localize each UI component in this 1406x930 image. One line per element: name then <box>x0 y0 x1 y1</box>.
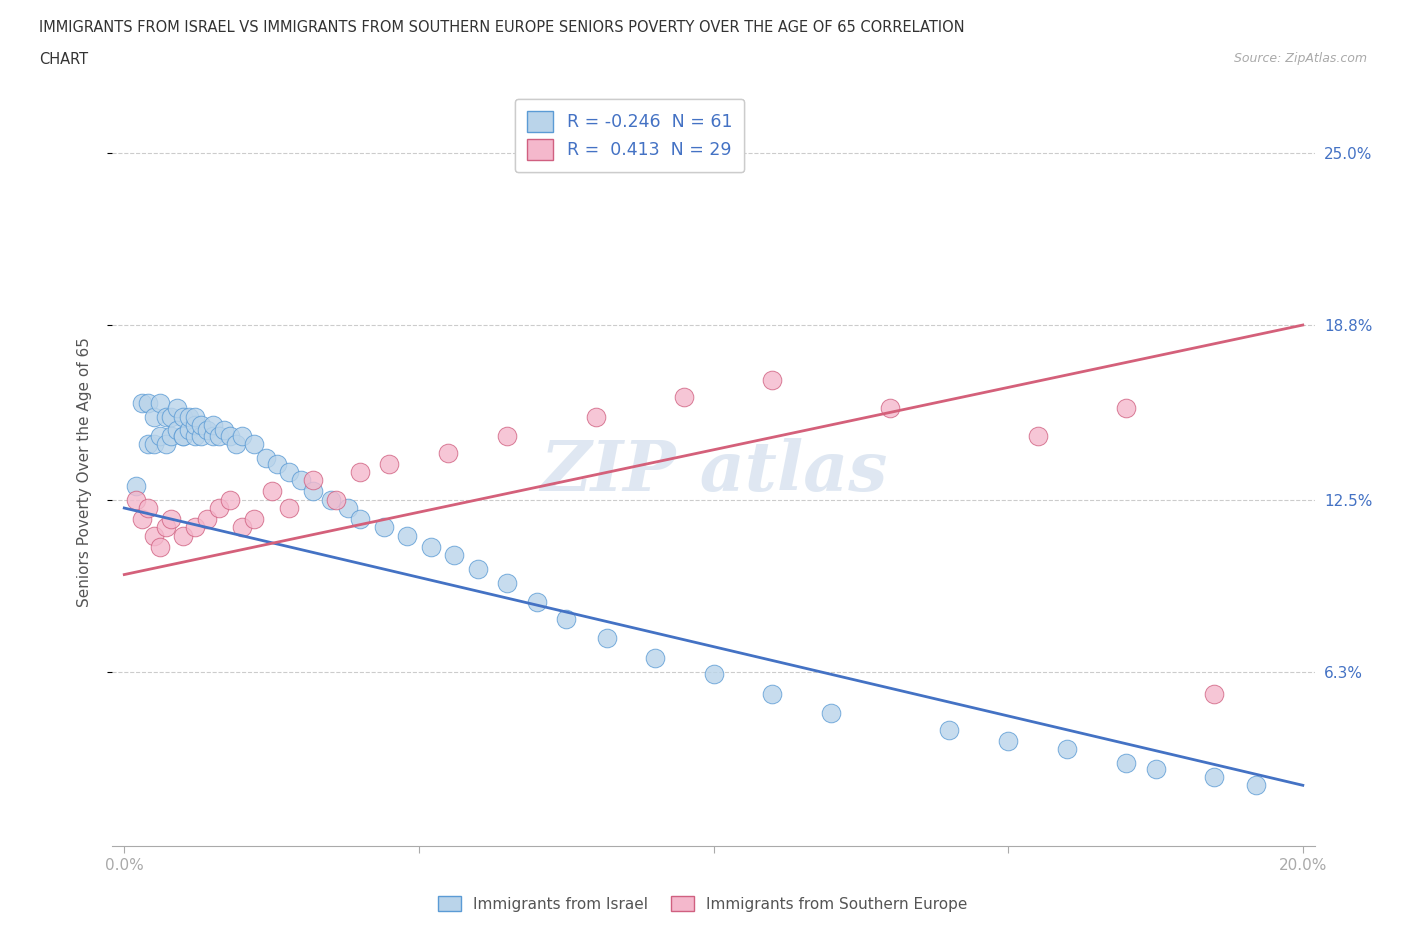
Point <box>142 437 165 452</box>
Point <box>155 520 177 535</box>
Point <box>673 390 696 405</box>
Point <box>219 492 242 507</box>
Point <box>160 512 183 526</box>
Point <box>349 512 371 526</box>
Point <box>131 395 153 410</box>
Point <box>184 520 207 535</box>
Point <box>136 437 159 452</box>
Point <box>184 418 207 432</box>
Point <box>172 429 194 444</box>
Point <box>938 723 960 737</box>
Point <box>820 706 842 721</box>
Point <box>225 437 247 452</box>
Point <box>190 418 212 432</box>
Point <box>260 484 283 498</box>
Point <box>467 562 489 577</box>
Point <box>761 686 783 701</box>
Point <box>166 423 188 438</box>
Point <box>243 512 266 526</box>
Point <box>136 395 159 410</box>
Point <box>201 418 224 432</box>
Point <box>243 437 266 452</box>
Point <box>585 409 607 424</box>
Text: Source: ZipAtlas.com: Source: ZipAtlas.com <box>1233 52 1367 65</box>
Point <box>155 437 177 452</box>
Point <box>160 429 183 444</box>
Point <box>201 429 224 444</box>
Point <box>142 528 165 543</box>
Point <box>231 429 253 444</box>
Point <box>496 576 519 591</box>
Y-axis label: Seniors Poverty Over the Age of 65: Seniors Poverty Over the Age of 65 <box>77 337 91 607</box>
Text: CHART: CHART <box>39 52 89 67</box>
Point <box>1204 769 1226 784</box>
Point <box>231 520 253 535</box>
Point <box>526 595 548 610</box>
Point <box>496 429 519 444</box>
Point <box>266 457 288 472</box>
Point <box>214 423 236 438</box>
Point <box>149 539 172 554</box>
Point <box>160 409 183 424</box>
Point <box>207 429 229 444</box>
Point <box>879 401 901 416</box>
Point <box>195 423 218 438</box>
Text: IMMIGRANTS FROM ISRAEL VS IMMIGRANTS FROM SOUTHERN EUROPE SENIORS POVERTY OVER T: IMMIGRANTS FROM ISRAEL VS IMMIGRANTS FRO… <box>39 20 965 35</box>
Point <box>1244 777 1267 792</box>
Text: ZIP atlas: ZIP atlas <box>540 438 887 506</box>
Point <box>997 734 1019 749</box>
Point <box>278 500 301 515</box>
Point <box>378 457 401 472</box>
Point <box>177 409 200 424</box>
Point <box>166 401 188 416</box>
Point <box>1144 762 1167 777</box>
Point <box>177 423 200 438</box>
Point <box>125 492 148 507</box>
Point <box>301 472 323 487</box>
Point <box>644 650 666 665</box>
Point <box>702 667 725 682</box>
Legend: Immigrants from Israel, Immigrants from Southern Europe: Immigrants from Israel, Immigrants from … <box>432 889 974 918</box>
Point <box>443 548 465 563</box>
Point <box>319 492 342 507</box>
Point <box>555 612 578 627</box>
Point <box>131 512 153 526</box>
Point <box>349 465 371 480</box>
Point <box>373 520 395 535</box>
Point <box>254 451 277 466</box>
Point <box>195 512 218 526</box>
Point <box>219 429 242 444</box>
Legend: R = -0.246  N = 61, R =  0.413  N = 29: R = -0.246 N = 61, R = 0.413 N = 29 <box>515 99 744 172</box>
Point <box>142 409 165 424</box>
Point <box>278 465 301 480</box>
Point <box>172 528 194 543</box>
Point <box>290 472 312 487</box>
Point <box>207 500 229 515</box>
Point <box>761 373 783 388</box>
Point <box>125 478 148 493</box>
Point <box>419 539 441 554</box>
Point <box>172 409 194 424</box>
Point <box>149 395 172 410</box>
Point <box>437 445 460 460</box>
Point <box>184 429 207 444</box>
Point <box>1056 742 1078 757</box>
Point <box>136 500 159 515</box>
Point <box>1115 401 1137 416</box>
Point <box>190 429 212 444</box>
Point <box>301 484 323 498</box>
Point <box>337 500 360 515</box>
Point <box>396 528 419 543</box>
Point <box>325 492 347 507</box>
Point <box>596 631 619 645</box>
Point <box>1115 756 1137 771</box>
Point <box>184 409 207 424</box>
Point <box>172 429 194 444</box>
Point <box>155 409 177 424</box>
Point <box>1026 429 1049 444</box>
Point <box>1204 686 1226 701</box>
Point <box>149 429 172 444</box>
